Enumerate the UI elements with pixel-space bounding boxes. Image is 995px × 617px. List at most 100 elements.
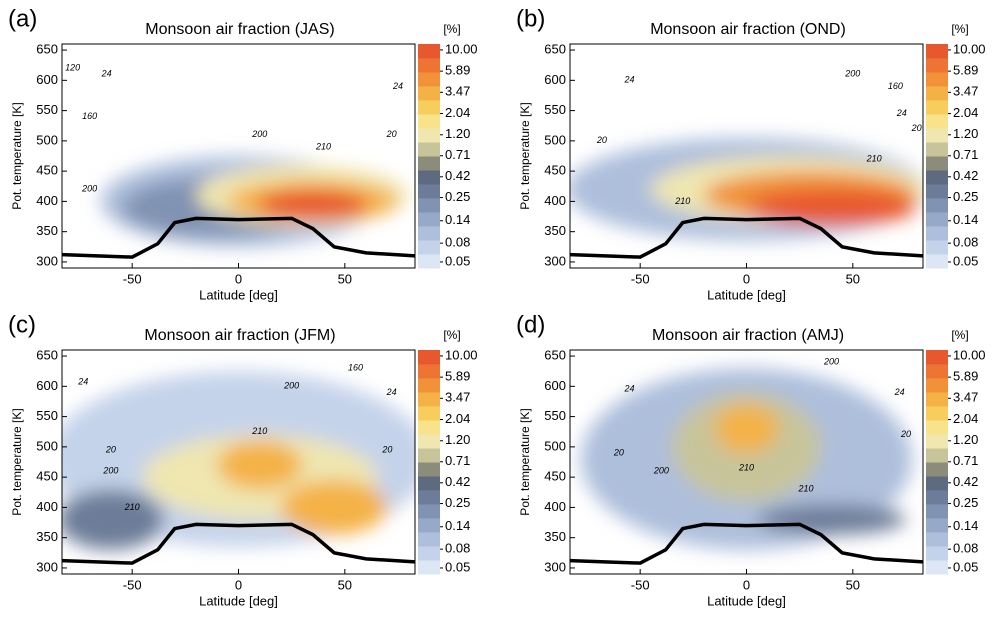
tropopause-line [62,216,415,259]
colorbar-band [926,406,948,421]
plot-area: 24 20 210 200 160 24 20 210 [570,44,923,268]
colorbar-tick-label: 0.42 [953,474,978,489]
colorbar-band [926,462,948,477]
contour-label: 200 [823,356,839,366]
colorbar-tick-label: 0.25 [445,495,470,510]
colorbar-band [926,254,948,269]
tropopause-line [62,522,415,565]
colorbar-band [926,240,948,255]
x-axis-label: Latitude [deg] [707,287,786,302]
colorbar-band [418,142,440,157]
tropopause-line [570,216,923,259]
x-tick-label: 0 [235,271,242,286]
colorbar-band [418,350,440,365]
y-tick-label: 550 [36,408,58,423]
colorbar-tick-label: 3.47 [953,390,978,405]
contour-label: 20 [911,123,922,133]
y-tick-label: 300 [544,253,566,268]
y-tick-label: 450 [544,469,566,484]
contour-label: 24 [894,387,905,397]
colorbar-band [418,240,440,255]
colorbar-tick-label: 10.00 [445,347,478,362]
colorbar-tick-label: 0.71 [445,453,470,468]
colorbar-band [926,350,948,365]
colorbar-band [926,226,948,241]
panel-label: (a) [8,5,37,32]
y-tick-label: 500 [36,438,58,453]
colorbar-band [418,254,440,269]
contour-label: 200 [844,69,860,79]
colorbar-tick-label: 0.05 [445,253,470,268]
contour-label: 210 [674,196,690,206]
y-tick-label: 600 [544,72,566,87]
panel: 1202416020020242002103003504004505005506… [8,5,478,302]
field-region [62,489,165,550]
colorbar-tick-label: 10.00 [953,41,986,56]
colorbar-tick-label: 5.89 [445,63,470,78]
colorbar-band [418,198,440,213]
colorbar-tick-label: 0.08 [445,235,470,250]
x-tick-label: 50 [338,577,352,592]
colorbar-band [926,420,948,435]
field-region [257,189,369,219]
contour-label: 200 [81,184,97,194]
y-tick-label: 600 [36,72,58,87]
y-tick-label: 550 [544,408,566,423]
colorbar-tick-label: 0.71 [953,453,978,468]
contour-label: 200 [283,381,299,391]
contour-label: 210 [798,484,814,494]
colorbar-tick-label: 2.04 [445,411,470,426]
colorbar-band [418,72,440,87]
colorbar-tick-label: 0.25 [953,495,978,510]
colorbar-unit: [%] [443,328,460,342]
colorbar-tick-label: 5.89 [953,369,978,384]
colorbar-tick-label: 3.47 [445,390,470,405]
y-tick-label: 400 [36,499,58,514]
colorbar-band [418,86,440,101]
colorbar-band [418,58,440,73]
colorbar-band [418,44,440,59]
y-axis-label: Pot. temperature [K] [10,102,24,209]
plot-area: 120 24 160 200 20 24 200 210 [62,44,415,268]
colorbar-tick-label: 10.00 [445,41,478,56]
colorbar-band [418,100,440,115]
colorbar-band [926,198,948,213]
x-tick-label: 50 [846,577,860,592]
colorbar-band [926,114,948,129]
panel-title: Monsoon air fraction (JFM) [144,327,335,344]
field [570,137,923,241]
colorbar-tick-label: 1.20 [953,126,978,141]
y-tick-label: 400 [544,499,566,514]
colorbar-tick-label: 2.04 [953,411,978,426]
colorbar-band [418,406,440,421]
y-tick-label: 650 [544,347,566,362]
contour-label: 210 [738,462,754,472]
colorbar-band [926,212,948,227]
y-tick-label: 350 [36,223,58,238]
field-region [217,440,303,490]
colorbar-band [926,156,948,171]
colorbar-tick-label: 3.47 [445,84,470,99]
colorbar-tick-label: 0.05 [953,559,978,574]
panel-label: (c) [8,311,36,338]
field [100,156,409,247]
contour-label: 20 [900,429,911,439]
colorbar-band [926,128,948,143]
colorbar-band [418,212,440,227]
field [580,368,913,550]
colorbar-tick-label: 0.42 [445,474,470,489]
panel: 2420200210210200160242030035040045050055… [8,311,478,608]
colorbar-band [926,448,948,463]
contour-label: 24 [392,81,403,91]
y-tick-label: 300 [36,253,58,268]
y-tick-label: 500 [544,132,566,147]
colorbar-band [418,114,440,129]
y-tick-label: 350 [544,529,566,544]
panel-title: Monsoon air fraction (JAS) [145,21,334,38]
contour-label: 24 [77,376,88,386]
x-tick-label: 50 [338,271,352,286]
x-tick-label: -50 [631,577,650,592]
colorbar-tick-label: 0.05 [953,253,978,268]
